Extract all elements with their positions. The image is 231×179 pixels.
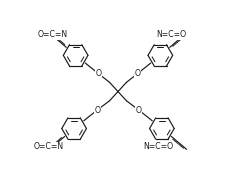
Text: O: O — [134, 69, 140, 78]
Text: O=C=N: O=C=N — [33, 142, 64, 151]
Text: O: O — [136, 106, 142, 115]
Text: N=C=O: N=C=O — [143, 142, 173, 151]
Text: O: O — [94, 106, 100, 115]
Text: N=C=O: N=C=O — [157, 30, 187, 39]
Text: O=C=N: O=C=N — [37, 30, 67, 39]
Text: O: O — [96, 69, 102, 78]
